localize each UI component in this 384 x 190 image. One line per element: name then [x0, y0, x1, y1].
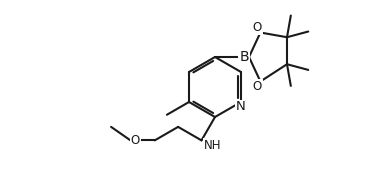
Text: B: B: [239, 50, 249, 64]
Text: O: O: [253, 80, 262, 93]
Text: O: O: [253, 21, 262, 34]
Text: N: N: [236, 101, 246, 113]
Text: O: O: [131, 134, 140, 147]
Text: NH: NH: [204, 139, 221, 152]
